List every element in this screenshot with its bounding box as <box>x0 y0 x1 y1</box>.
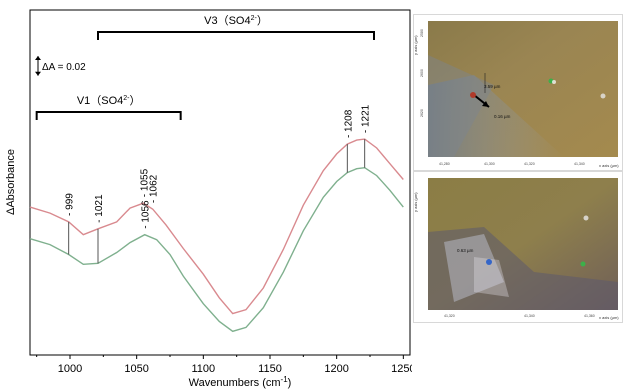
peak-label: - 1221 <box>361 104 372 133</box>
scale-bar-arrow-up <box>35 56 41 60</box>
peak-label: - 1056 <box>141 200 152 229</box>
ftir-spectrum-chart: 1000 1050 1100 1150 1200 1250 Wavenumbers (cm-… <box>5 9 412 389</box>
band-label: V1（SO42-） <box>77 94 141 107</box>
peak-label: - 1055 <box>139 168 150 197</box>
x-tick-label: 1150 <box>258 363 282 375</box>
svg-text:41,340: 41,340 <box>524 314 535 318</box>
micrograph-bottom-ylabel: y axis (µm) <box>414 192 418 212</box>
band-bracket <box>35 111 182 120</box>
annotation-distance-3: 0.63 µm <box>457 248 474 253</box>
svg-text:2620: 2620 <box>420 109 424 117</box>
svg-text:41,320: 41,320 <box>524 162 535 166</box>
annotation-distance-1: 3.59 µm <box>484 84 501 89</box>
measurement-point-green-2 <box>580 261 586 267</box>
series-line-green <box>29 166 404 333</box>
scale-bar-label: ΔA = 0.02 <box>42 62 86 73</box>
x-tick-label: 1200 <box>324 363 348 375</box>
measurement-point-white <box>600 93 606 99</box>
peak-label: - 1062 <box>149 174 160 203</box>
x-axis-label: Wavenumbers (cm-1) <box>189 375 292 389</box>
x-tick-label: 1250 <box>391 363 412 375</box>
svg-text:2600: 2600 <box>420 69 424 77</box>
measurement-point-white-2 <box>583 215 589 221</box>
annotation-distance-2: 0.16 µm <box>494 114 511 119</box>
svg-text:41,360: 41,360 <box>584 314 595 318</box>
measurement-point-red <box>470 92 476 98</box>
svg-text:41,280: 41,280 <box>439 162 450 166</box>
x-tick-label: 1000 <box>58 363 82 375</box>
plot-frame <box>29 9 411 356</box>
svg-text:41,320: 41,320 <box>444 314 455 318</box>
series-line-red <box>29 138 404 315</box>
micrograph-bottom: 0.63 µm y axis (µm) x axis (µm) 41,320 4… <box>413 171 623 323</box>
micrograph-bottom-xlabel: x axis (µm) <box>599 315 619 320</box>
svg-text:41,300: 41,300 <box>484 162 495 166</box>
peak-label: - 1021 <box>94 194 105 223</box>
x-tick-label: 1100 <box>192 363 216 375</box>
band-label: V3（SO42-） <box>204 14 268 27</box>
micrograph-top-ylabel: y axis (µm) <box>414 35 418 55</box>
band-bracket <box>97 31 375 40</box>
micrograph-top-image: 3.59 µm 0.16 µm y axis (µm) x axis (µm) … <box>414 21 619 168</box>
micrograph-bottom-image: 0.63 µm y axis (µm) x axis (µm) 41,320 4… <box>414 178 619 320</box>
micrograph-top-xlabel: x axis (µm) <box>599 163 619 168</box>
peak-label: - 999 <box>65 193 76 216</box>
y-axis-label: ΔAbsorbance <box>5 149 17 215</box>
peak-label: - 1208 <box>343 109 354 138</box>
svg-text:41,340: 41,340 <box>574 162 585 166</box>
x-tick-label: 1050 <box>124 363 148 375</box>
measurement-point-blue <box>486 259 492 265</box>
scale-bar-arrow-down <box>35 71 41 76</box>
svg-text:2580: 2580 <box>420 29 424 37</box>
micrograph-top: 3.59 µm 0.16 µm y axis (µm) x axis (µm) … <box>413 14 623 171</box>
